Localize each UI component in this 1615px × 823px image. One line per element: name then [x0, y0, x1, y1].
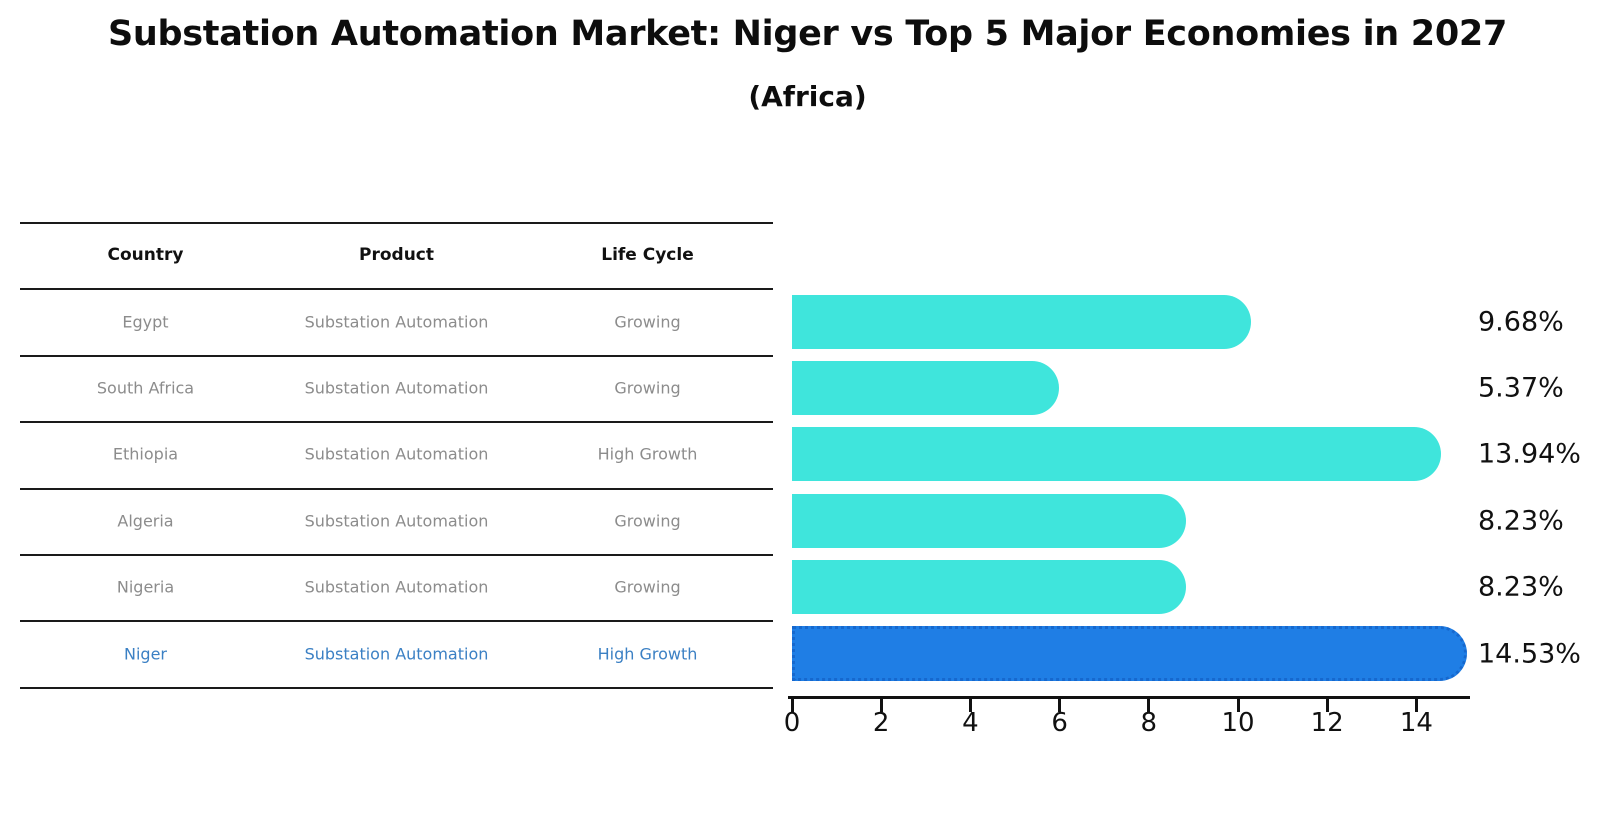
x-axis-tick: [1414, 699, 1418, 712]
table-cell-product: Substation Automation: [304, 577, 489, 597]
table-cell-product: Substation Automation: [304, 378, 489, 398]
x-axis-tick-label: 8: [1140, 708, 1158, 738]
table-cell-product: Substation Automation: [304, 312, 489, 332]
bar: [792, 560, 1187, 615]
x-axis-tick-label: 0: [783, 708, 801, 738]
table-header-product: Product: [359, 245, 434, 266]
bar: [792, 361, 1059, 415]
x-axis-tick-label: 10: [1221, 708, 1255, 738]
x-axis-tick: [1325, 699, 1329, 712]
table-header-country: Country: [107, 245, 184, 266]
table-header-lifecycle: Life Cycle: [601, 245, 694, 266]
chart-title: Substation Automation Market: Niger vs T…: [107, 14, 1507, 54]
x-axis-tick-label: 14: [1399, 708, 1433, 738]
bar-value-label: 14.53%: [1478, 638, 1581, 670]
table-row-divider: [20, 421, 773, 424]
table-row-divider: [20, 288, 773, 291]
bar-value-label: 9.68%: [1478, 306, 1564, 338]
bar-highlighted: [792, 626, 1468, 682]
x-axis-line: [788, 696, 1470, 699]
x-axis-tick: [1058, 699, 1062, 712]
table-cell-country: Egypt: [122, 312, 169, 332]
table-row-divider: [20, 222, 773, 224]
bar: [792, 427, 1441, 482]
table-row-divider: [20, 354, 773, 357]
chart-subtitle: (Africa): [748, 80, 867, 113]
x-axis-tick-label: 4: [962, 708, 979, 738]
table-row-divider: [20, 620, 773, 623]
table-cell-product: Substation Automation: [304, 644, 489, 664]
bar: [792, 294, 1251, 349]
table-row-divider: [20, 487, 773, 490]
x-axis-tick-label: 12: [1310, 708, 1344, 738]
bar-value-label: 13.94%: [1478, 438, 1581, 470]
table-cell-lifecycle: Growing: [614, 312, 681, 332]
x-axis-tick: [1236, 699, 1240, 712]
table-cell-country: Niger: [124, 644, 167, 664]
x-axis-tick-label: 2: [872, 708, 890, 738]
table-cell-country: Nigeria: [116, 577, 175, 597]
x-axis-tick-label: 6: [1051, 708, 1068, 738]
table-cell-lifecycle: High Growth: [597, 444, 698, 464]
table-row-divider: [20, 554, 773, 556]
table-cell-country: South Africa: [96, 378, 195, 398]
x-axis-tick: [879, 699, 883, 712]
x-axis-tick: [1147, 699, 1151, 712]
table-cell-lifecycle: Growing: [614, 577, 681, 597]
table-cell-country: Algeria: [117, 511, 174, 531]
bar-value-label: 8.23%: [1478, 505, 1564, 537]
table-row-divider: [20, 686, 773, 689]
bar: [792, 493, 1187, 548]
bar-value-label: 5.37%: [1478, 372, 1564, 404]
table-cell-product: Substation Automation: [304, 444, 489, 464]
table-cell-lifecycle: Growing: [614, 378, 681, 398]
table-cell-lifecycle: Growing: [614, 511, 681, 531]
bar-value-label: 8.23%: [1478, 571, 1564, 603]
table-cell-country: Ethiopia: [112, 444, 179, 464]
table-cell-product: Substation Automation: [304, 511, 489, 531]
table-cell-lifecycle: High Growth: [597, 644, 698, 664]
x-axis-tick: [790, 699, 794, 712]
x-axis-tick: [968, 699, 972, 712]
